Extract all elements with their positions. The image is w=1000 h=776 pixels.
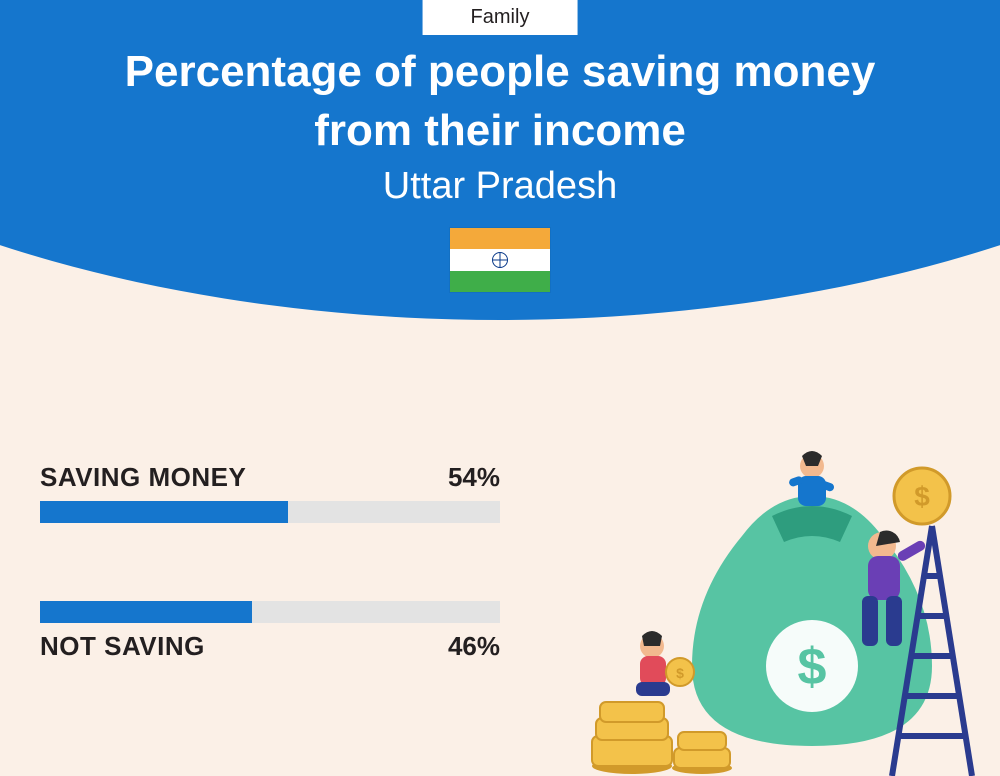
bar-label: NOT SAVING <box>40 631 205 662</box>
bar-track <box>40 501 500 523</box>
person-sitting-icon: $ <box>636 631 694 696</box>
svg-text:$: $ <box>914 481 930 512</box>
bar-labels: NOT SAVING 46% <box>40 631 500 662</box>
flag-saffron-stripe <box>450 228 550 249</box>
bar-labels: SAVING MONEY 54% <box>40 462 500 493</box>
svg-text:$: $ <box>798 638 827 696</box>
flag-green-stripe <box>450 271 550 292</box>
india-flag-icon <box>450 228 550 292</box>
bar-chart: SAVING MONEY 54% NOT SAVING 46% <box>40 462 500 662</box>
flag-white-stripe <box>450 249 550 270</box>
title-block: Percentage of people saving money from t… <box>0 42 1000 208</box>
title-line-1: Percentage of people saving money <box>0 42 1000 101</box>
category-tag: Family <box>423 0 578 35</box>
title-line-2: from their income <box>0 101 1000 160</box>
bar-value: 46% <box>448 631 500 662</box>
savings-illustration: $ $ <box>562 436 982 776</box>
bar-fill <box>40 601 252 623</box>
svg-text:$: $ <box>676 665 684 681</box>
bar-value: 54% <box>448 462 500 493</box>
bar-track <box>40 601 500 623</box>
bar-row-not-saving: NOT SAVING 46% <box>40 601 500 662</box>
infographic-root: Family Percentage of people saving money… <box>0 0 1000 776</box>
bar-label: SAVING MONEY <box>40 462 246 493</box>
bar-fill <box>40 501 288 523</box>
bar-row-saving: SAVING MONEY 54% <box>40 462 500 523</box>
ashoka-chakra-icon <box>492 252 508 268</box>
subtitle: Uttar Pradesh <box>0 165 1000 208</box>
